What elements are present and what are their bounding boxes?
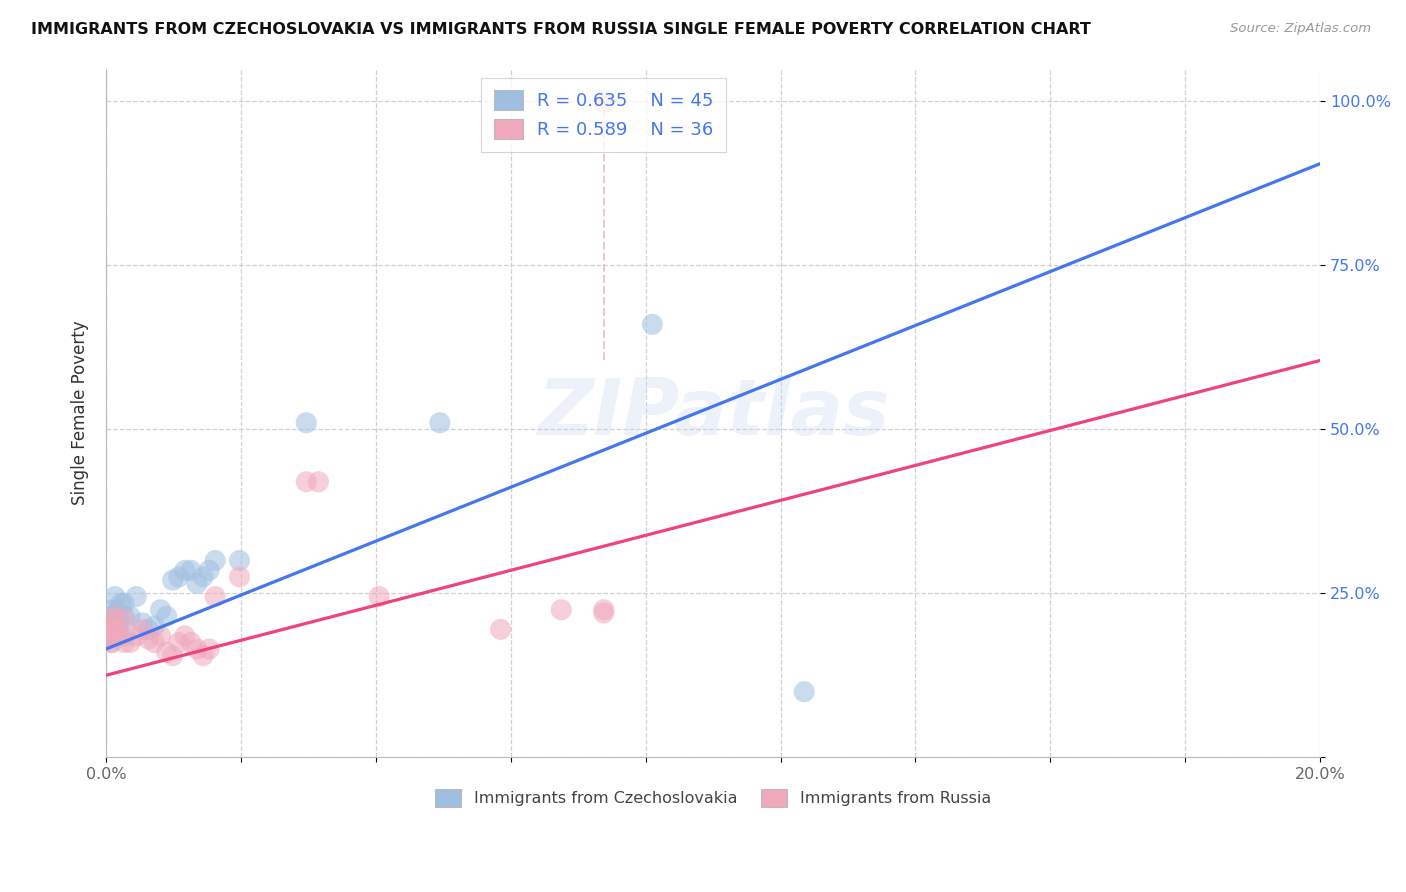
Point (98, 629, 121, 643)
Text: IMMIGRANTS FROM CZECHOSLOVAKIA VS IMMIGRANTS FROM RUSSIA SINGLE FEMALE POVERTY C: IMMIGRANTS FROM CZECHOSLOVAKIA VS IMMIGR… (31, 22, 1091, 37)
Point (368, 590, 391, 604)
Legend: Immigrants from Czechoslovakia, Immigrants from Russia: Immigrants from Czechoslovakia, Immigran… (427, 781, 998, 814)
Point (105, 613, 128, 627)
Text: Source: ZipAtlas.com: Source: ZipAtlas.com (1230, 22, 1371, 36)
Point (96, 615, 118, 630)
Point (204, 590, 226, 604)
Point (104, 613, 127, 627)
Point (104, 590, 127, 604)
Y-axis label: Single Female Poverty: Single Female Poverty (72, 320, 89, 505)
Point (112, 629, 135, 643)
Point (97, 623, 120, 637)
Point (101, 629, 124, 643)
Point (101, 623, 124, 637)
Point (138, 632, 160, 647)
Point (186, 576, 208, 591)
Point (295, 416, 318, 430)
Point (100, 635, 122, 649)
Point (228, 553, 250, 567)
Point (592, 603, 614, 617)
Point (198, 642, 221, 657)
Point (105, 609, 128, 624)
Point (156, 645, 179, 659)
Point (125, 629, 148, 643)
Point (97, 629, 120, 643)
Point (143, 619, 166, 633)
Point (97, 609, 120, 624)
Point (112, 609, 135, 624)
Point (103, 623, 125, 637)
Point (198, 563, 221, 577)
Point (110, 596, 132, 610)
Point (180, 563, 202, 577)
Point (156, 609, 179, 624)
Point (592, 606, 614, 620)
Point (96, 619, 118, 633)
Point (131, 623, 153, 637)
Point (98, 629, 121, 643)
Point (167, 570, 190, 584)
Point (112, 635, 135, 649)
Point (149, 603, 172, 617)
Point (107, 603, 129, 617)
Point (173, 563, 195, 577)
Point (592, 95, 614, 109)
Point (112, 613, 135, 627)
Point (98, 619, 121, 633)
Point (204, 553, 226, 567)
Point (191, 570, 214, 584)
Point (228, 570, 250, 584)
Point (550, 603, 572, 617)
Point (107, 623, 129, 637)
Point (489, 623, 512, 637)
Point (793, 684, 815, 698)
Point (131, 615, 153, 630)
Point (107, 623, 129, 637)
Point (173, 629, 195, 643)
Point (138, 623, 160, 637)
Point (103, 609, 125, 624)
Point (125, 590, 148, 604)
Point (167, 635, 190, 649)
Text: ZIPatlas: ZIPatlas (537, 375, 889, 451)
Point (641, 318, 664, 332)
Point (162, 648, 184, 663)
Point (97, 619, 120, 633)
Point (100, 629, 122, 643)
Point (180, 635, 202, 649)
Point (100, 619, 122, 633)
Point (101, 635, 124, 649)
Point (429, 416, 451, 430)
Point (149, 629, 172, 643)
Point (104, 609, 127, 624)
Point (97, 623, 120, 637)
Point (103, 625, 125, 640)
Point (103, 619, 125, 633)
Point (143, 635, 166, 649)
Point (307, 475, 329, 489)
Point (191, 648, 214, 663)
Point (295, 475, 318, 489)
Point (101, 613, 124, 627)
Point (108, 629, 131, 643)
Point (120, 609, 142, 624)
Point (112, 596, 135, 610)
Point (101, 603, 124, 617)
Point (108, 613, 131, 627)
Point (120, 635, 142, 649)
Point (186, 642, 208, 657)
Point (162, 573, 184, 587)
